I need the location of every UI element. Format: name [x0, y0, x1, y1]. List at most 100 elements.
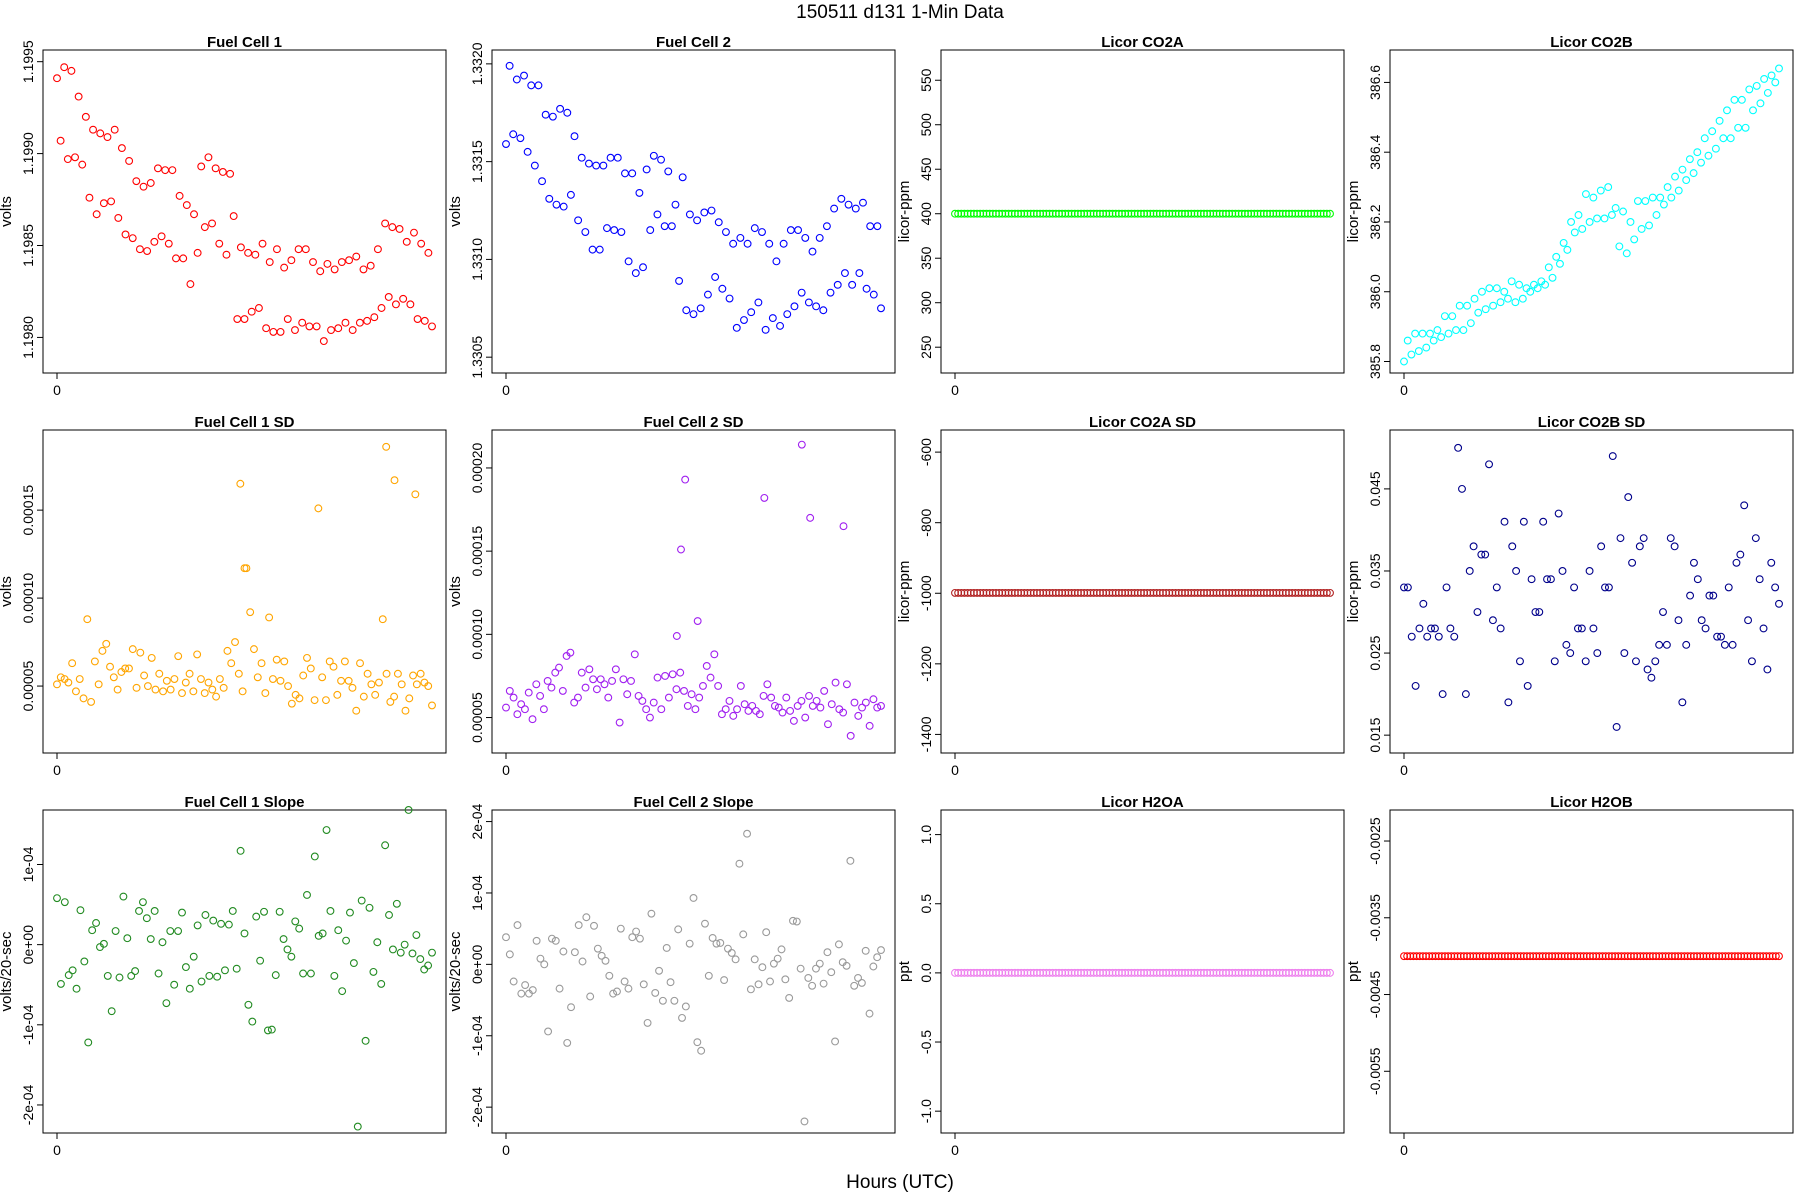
data-point	[344, 676, 353, 685]
data-point	[53, 680, 61, 689]
data-point	[1637, 224, 1646, 233]
plot-frame	[1389, 429, 1794, 754]
data-point	[824, 720, 832, 729]
data-point	[672, 632, 681, 640]
data-point	[98, 646, 107, 655]
data-point	[71, 687, 80, 696]
data-point	[664, 693, 673, 702]
data-point	[413, 315, 422, 323]
data-point	[1771, 583, 1780, 592]
data-point	[1659, 200, 1668, 209]
data-point	[1422, 343, 1431, 352]
data-point	[563, 108, 572, 117]
data-point	[509, 130, 518, 139]
data-point	[346, 908, 354, 917]
data-point	[327, 326, 335, 335]
data-point	[1585, 567, 1594, 575]
data-point	[1481, 305, 1490, 314]
y-tick-label: 1.3305	[469, 336, 485, 379]
data-point	[645, 713, 654, 722]
plot-frame	[940, 809, 1345, 1134]
data-point	[90, 657, 99, 666]
data-point	[789, 916, 797, 925]
data-point	[816, 703, 825, 712]
data-point	[776, 321, 784, 330]
data-point	[337, 258, 346, 266]
data-point	[1682, 176, 1691, 185]
data-point	[736, 681, 745, 690]
data-point	[512, 75, 521, 84]
data-point	[1516, 657, 1524, 666]
data-point	[287, 256, 296, 265]
data-point	[539, 705, 548, 714]
data-point	[287, 699, 296, 708]
data-point	[78, 160, 87, 169]
data-point	[420, 965, 429, 974]
data-point	[747, 308, 756, 317]
data-point	[223, 646, 232, 655]
data-point	[582, 913, 591, 922]
data-point	[782, 693, 791, 702]
data-point	[416, 955, 425, 964]
data-point	[1736, 550, 1745, 559]
data-point	[873, 703, 882, 712]
data-point	[528, 986, 537, 995]
data-point	[212, 692, 221, 701]
data-point	[417, 239, 426, 248]
data-point	[121, 664, 130, 673]
data-point	[517, 700, 526, 709]
y-tick-label: 0.00015	[20, 485, 36, 536]
data-point	[541, 110, 550, 119]
data-point	[536, 691, 545, 700]
data-point	[253, 673, 262, 682]
data-point	[767, 693, 776, 702]
data-point	[1531, 608, 1540, 616]
data-point	[1326, 588, 1334, 597]
data-point	[1469, 542, 1478, 551]
data-point	[412, 931, 421, 939]
data-point	[221, 966, 229, 975]
x-tick-label: 0	[1400, 1142, 1408, 1158]
data-point	[322, 826, 331, 834]
data-point	[1437, 333, 1446, 342]
data-point	[536, 954, 545, 963]
data-point	[179, 254, 188, 263]
data-point	[53, 894, 61, 903]
data-point	[162, 676, 171, 685]
data-point	[377, 979, 386, 988]
data-point	[1741, 123, 1750, 132]
y-tick-label: 0.045	[1367, 471, 1383, 506]
panel-licor-co2a: Licor CO2A licor-ppm 250 300 350 400 450 500 550…	[896, 34, 1345, 398]
data-point	[603, 224, 611, 233]
data-point	[222, 250, 231, 259]
data-point	[209, 916, 218, 925]
data-point	[1608, 452, 1617, 461]
data-point	[1515, 280, 1524, 289]
data-point	[1670, 542, 1679, 551]
data-point	[352, 252, 361, 261]
panel-title: Licor H2OA	[1101, 794, 1184, 811]
data-point	[1326, 209, 1334, 218]
data-point	[689, 310, 698, 319]
data-point	[420, 316, 429, 325]
data-point	[1656, 193, 1665, 202]
data-point	[1485, 460, 1494, 469]
data-point	[861, 698, 870, 707]
data-point	[777, 945, 786, 954]
data-point	[99, 939, 108, 948]
data-point	[710, 650, 719, 659]
data-point	[1715, 116, 1724, 125]
data-point	[132, 177, 141, 186]
data-point	[1558, 567, 1567, 575]
data-point	[107, 1007, 116, 1016]
data-point	[1752, 81, 1761, 90]
data-point	[859, 198, 867, 207]
data-point	[1745, 85, 1754, 94]
data-point	[744, 706, 753, 715]
data-point	[258, 239, 267, 248]
data-point	[653, 673, 662, 682]
data-point	[402, 237, 411, 246]
data-point	[271, 971, 280, 980]
data-point	[1671, 172, 1679, 181]
data-point	[740, 316, 748, 324]
